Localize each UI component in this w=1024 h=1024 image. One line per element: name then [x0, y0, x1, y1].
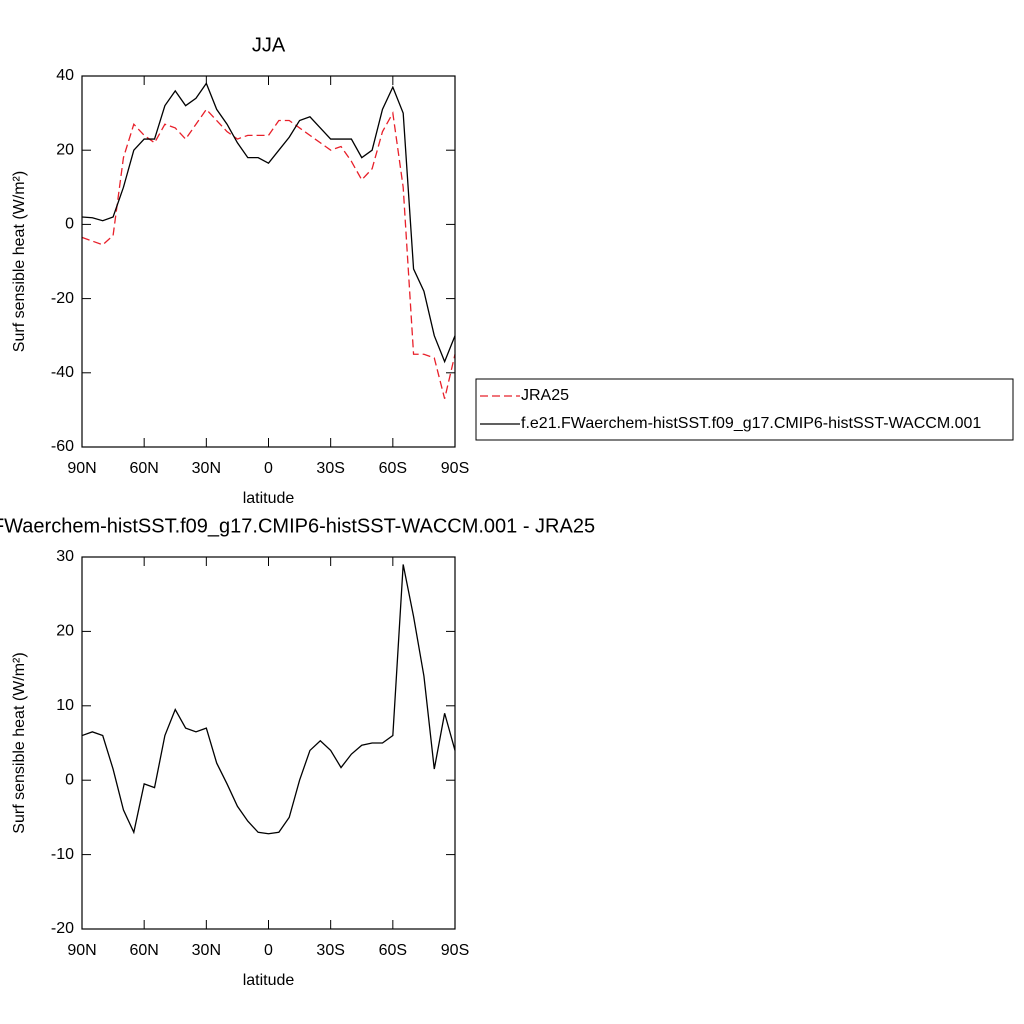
x-tick-label: 60N	[129, 942, 158, 959]
y-axis-label: Surf sensible heat (W/m²)	[11, 652, 28, 833]
x-axis-label: latitude	[243, 972, 295, 989]
legend-label: JRA25	[521, 387, 569, 404]
x-tick-label: 0	[264, 942, 273, 959]
y-tick-label: 20	[56, 623, 74, 640]
y-tick-label: 0	[65, 771, 74, 788]
y-tick-label: 10	[56, 697, 74, 714]
x-tick-label: 60S	[379, 460, 407, 477]
x-tick-label: 60N	[129, 460, 158, 477]
x-tick-label: 90S	[441, 942, 469, 959]
data-line	[81, 82, 456, 364]
x-tick-label: 90S	[441, 460, 469, 477]
x-tick-label: 30N	[192, 942, 221, 959]
chart-title: f.e21.FWaerchem-histSST.f09_g17.CMIP6-hi…	[0, 515, 595, 537]
x-tick-label: 90N	[67, 460, 96, 477]
x-tick-label: 30N	[192, 460, 221, 477]
x-tick-label: 90N	[67, 942, 96, 959]
legend-label: f.e21.FWaerchem-histSST.f09_g17.CMIP6-hi…	[521, 415, 981, 432]
legend-box	[475, 378, 1014, 441]
y-tick-label: -60	[51, 438, 74, 455]
chart-title: JJA	[252, 34, 286, 56]
data-line	[81, 108, 456, 399]
x-tick-label: 60S	[379, 942, 407, 959]
y-tick-label: -20	[51, 920, 74, 937]
data-line	[81, 564, 456, 835]
y-tick-label: -20	[51, 290, 74, 307]
x-tick-label: 30S	[316, 942, 344, 959]
y-tick-label: 40	[56, 67, 74, 84]
y-tick-label: 20	[56, 141, 74, 158]
y-tick-label: 30	[56, 548, 74, 565]
y-tick-label: -10	[51, 846, 74, 863]
plot-frame	[81, 556, 456, 930]
x-tick-label: 30S	[316, 460, 344, 477]
x-axis-label: latitude	[243, 490, 295, 507]
plot-frame	[81, 75, 456, 448]
x-tick-label: 0	[264, 460, 273, 477]
y-axis-label: Surf sensible heat (W/m²)	[11, 171, 28, 352]
y-tick-label: -40	[51, 364, 74, 381]
y-tick-label: 0	[65, 216, 74, 233]
